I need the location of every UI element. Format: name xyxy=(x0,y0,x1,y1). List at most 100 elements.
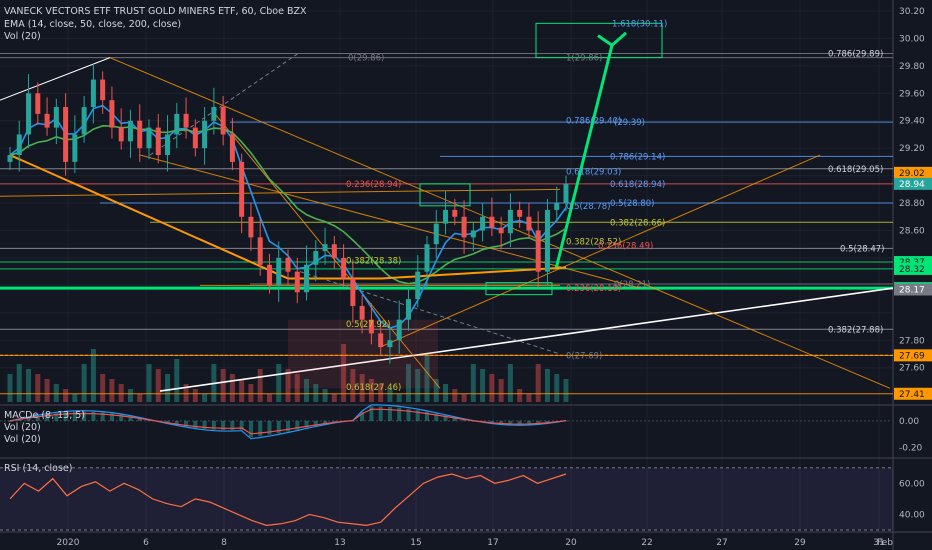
price-tag-label: 27.69 xyxy=(899,351,925,361)
volume-bar xyxy=(350,369,356,402)
candle-body xyxy=(90,79,96,108)
macd-pane[interactable]: 0.00 -0.20 xyxy=(0,404,923,454)
volume-bar xyxy=(118,384,124,402)
rsi-legend[interactable]: RSI (14, close) xyxy=(4,463,73,474)
price-tag-label: 29.02 xyxy=(899,169,925,179)
vol1-legend[interactable]: Vol (20) xyxy=(4,422,41,433)
volume-bar xyxy=(229,374,235,402)
candle-body xyxy=(229,134,235,162)
macd-hist-bar xyxy=(109,413,114,421)
candle-body xyxy=(396,319,402,341)
macd-legend[interactable]: MACDe (8, 13, 5) xyxy=(4,410,86,421)
fib-label: 0(27.69) xyxy=(566,351,602,361)
price-tag-label: 28.17 xyxy=(899,285,925,295)
macd-hist-bar xyxy=(202,420,207,429)
candle-body xyxy=(424,244,430,272)
volume-bar xyxy=(424,354,430,402)
price-tag xyxy=(894,387,932,400)
volume-bar xyxy=(137,394,143,402)
candle-body xyxy=(294,271,300,293)
price-tick: 30.20 xyxy=(899,7,925,17)
macd-hist-bar xyxy=(258,420,263,437)
volume-bar xyxy=(378,384,384,402)
price-tag-label: 28.32 xyxy=(899,265,925,275)
time-tick: 20 xyxy=(565,538,577,548)
macd-hist-bar xyxy=(165,420,170,424)
volume-bar xyxy=(174,359,180,402)
candle-body xyxy=(276,257,282,286)
candle-body xyxy=(480,216,486,231)
candle-body xyxy=(313,251,319,265)
projection-arrow xyxy=(554,44,614,270)
projection-arrowhead xyxy=(597,31,627,48)
macd-hist-bar xyxy=(26,417,31,421)
candle-body xyxy=(165,134,171,156)
macd-hist-bar xyxy=(184,420,189,427)
candle-body xyxy=(304,264,310,293)
shaded-zone xyxy=(288,319,438,389)
time-tick: 29 xyxy=(794,538,806,548)
trend-line-white xyxy=(159,287,894,392)
volume-bar xyxy=(415,369,421,402)
volume-bar xyxy=(100,374,106,402)
volume-bar xyxy=(341,344,347,402)
candle-body xyxy=(554,203,560,210)
macd-hist-bar xyxy=(415,410,420,421)
volume-bar xyxy=(507,364,513,402)
price-tick: 30.00 xyxy=(899,34,925,44)
candle-body xyxy=(452,209,458,217)
macd-hist-bar xyxy=(360,411,365,421)
candle-body xyxy=(544,209,550,272)
price-tick: 28.80 xyxy=(899,199,925,209)
fib-label: 0.5(28.80) xyxy=(610,199,654,209)
candle-body xyxy=(350,278,356,306)
candle-body xyxy=(155,127,161,156)
fib-labels: 1.618(30.11) 0(29.86) 1(29.86) 0.786(29.89)… xyxy=(346,19,884,393)
candle-body xyxy=(146,127,152,149)
drawings-layer xyxy=(0,22,894,395)
candle-body xyxy=(387,340,393,348)
trend-line-upper xyxy=(0,57,111,101)
price-tick: 29.40 xyxy=(899,117,925,127)
time-tick: 6 xyxy=(143,538,149,548)
fib-label: 0.236(28.49) xyxy=(598,242,653,252)
volume-bar xyxy=(294,374,300,402)
macd-hist-bar xyxy=(221,420,226,431)
macd-hist-bar xyxy=(536,420,541,425)
volume-bar xyxy=(359,374,365,402)
macd-hist-bar xyxy=(72,411,77,421)
macd-hist-bar xyxy=(313,420,318,426)
volume-bar xyxy=(257,369,263,402)
fib-label: 0.236(28.18) xyxy=(566,284,621,294)
volume-bar xyxy=(544,369,550,402)
price-tick: 29.80 xyxy=(899,62,925,72)
vol-legend[interactable]: Vol (20) xyxy=(4,31,41,42)
candle-body xyxy=(81,107,87,135)
fib-label: 0.382(28.66) xyxy=(610,218,665,228)
macd-hist-bar xyxy=(323,420,328,425)
candle-body xyxy=(517,209,523,217)
vol2-legend[interactable]: Vol (20) xyxy=(4,434,41,445)
price-tag-label: 27.41 xyxy=(899,390,925,400)
volume-bar xyxy=(563,379,569,402)
volume-bar xyxy=(322,389,328,402)
trend-line-orange xyxy=(214,113,441,389)
volume-bar xyxy=(387,389,393,402)
fib-label: 0.382(27.88) xyxy=(828,325,883,335)
time-tick: 8 xyxy=(221,538,227,548)
fib-label: 0.5(28.47) xyxy=(840,244,884,254)
volume-bar xyxy=(63,389,69,402)
candle-body xyxy=(535,230,541,272)
volume-bar xyxy=(35,374,41,402)
candle-body xyxy=(415,271,421,300)
macd-hist-bar xyxy=(276,420,281,434)
candle-body xyxy=(470,230,476,238)
candle-body xyxy=(285,257,291,272)
ema-legend[interactable]: EMA (14, close, 50, close, 200, close) xyxy=(4,19,182,30)
rsi-pane[interactable]: 60.00 40.00 xyxy=(0,467,925,531)
time-tick: Feb xyxy=(877,538,893,548)
macd-hist-bar xyxy=(295,420,300,430)
candles[interactable] xyxy=(7,63,569,364)
fib-label: 1(29.86) xyxy=(566,54,602,64)
